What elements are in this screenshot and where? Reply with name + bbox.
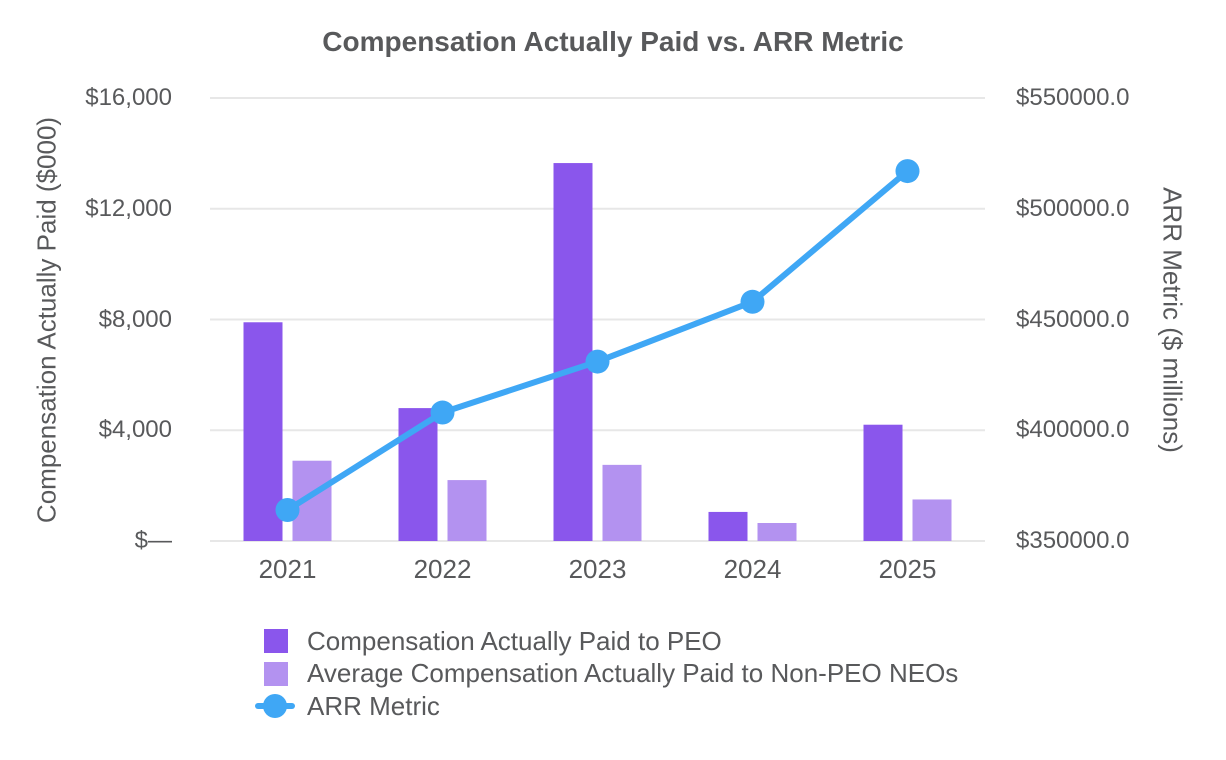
legend-point-marker <box>263 694 287 718</box>
right-axis-tick: $550000.0 <box>1016 84 1130 111</box>
left-axis-tick: $16,000 <box>85 84 172 111</box>
bar-peo-2025 <box>863 424 903 541</box>
legend-line-dot-icon <box>255 694 307 718</box>
legend-color-square <box>264 661 288 686</box>
arr-metric-point-2021 <box>275 497 300 522</box>
right-axis-tick: $400000.0 <box>1016 416 1130 444</box>
bar-non-peo-2025 <box>912 499 952 541</box>
left-axis-tick: $12,000 <box>85 194 172 222</box>
right-axis-tick: $500000.0 <box>1016 194 1130 222</box>
arr-metric-line <box>284 168 911 513</box>
right-axis-tick: $350000.0 <box>1016 527 1130 554</box>
left-axis-tick: $8,000 <box>98 305 172 333</box>
x-axis-tick-2025: 2025 <box>878 554 937 584</box>
x-axis-tick-2021: 2021 <box>258 554 317 584</box>
legend-item-peo: Compensation Actually Paid to PEO <box>255 626 958 656</box>
bar-peo-2024 <box>708 511 748 541</box>
arr-metric-point-2022 <box>430 400 455 425</box>
bar-non-peo-2022 <box>447 480 487 541</box>
bar-non-peo-2023 <box>602 464 642 541</box>
legend-label: Compensation Actually Paid to PEO <box>307 625 722 656</box>
left-axis-tick: $4,000 <box>98 416 172 444</box>
x-axis-tick-2023: 2023 <box>568 554 627 584</box>
legend-item-non-peo-neos: Average Compensation Actually Paid to No… <box>255 658 958 688</box>
legend-square-icon <box>255 629 307 653</box>
arr-metric-point-2023 <box>585 349 610 374</box>
legend-square-icon <box>255 661 307 686</box>
legend-color-square <box>264 629 288 653</box>
chart-title: Compensation Actually Paid vs. ARR Metri… <box>322 26 904 57</box>
bar-peo-2021 <box>243 322 283 541</box>
bar-non-peo-2024 <box>757 523 797 541</box>
legend-label: ARR Metric <box>307 690 440 721</box>
legend-label: Average Compensation Actually Paid to No… <box>307 658 959 688</box>
x-axis-tick-2022: 2022 <box>413 554 472 584</box>
left-axis-tick: $— <box>134 527 172 554</box>
arr-metric-point-2024 <box>740 289 765 314</box>
right-axis-tick: $450000.0 <box>1016 305 1130 333</box>
legend: Compensation Actually Paid to PEO Average… <box>255 626 958 721</box>
x-axis-tick-2024: 2024 <box>723 554 782 584</box>
legend-item-arr-metric: ARR Metric <box>255 691 958 721</box>
bar-peo-2023 <box>553 163 593 542</box>
arr-metric-point-2025 <box>895 159 920 184</box>
